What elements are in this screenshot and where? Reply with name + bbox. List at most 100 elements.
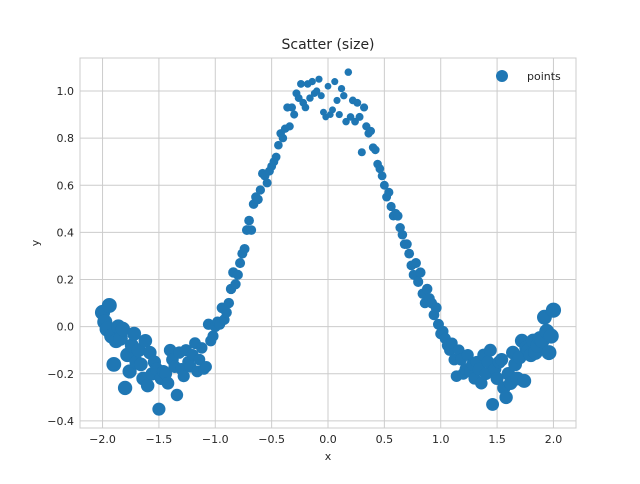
data-point: [127, 326, 142, 341]
data-point: [324, 82, 332, 90]
data-point: [207, 330, 219, 342]
data-point: [170, 388, 184, 402]
data-point: [101, 297, 117, 313]
y-tick-label: −0.2: [47, 368, 74, 381]
data-point: [317, 92, 325, 100]
x-tick-label: 0.0: [319, 433, 337, 446]
data-point: [371, 145, 380, 155]
data-point: [221, 307, 232, 318]
data-point: [333, 96, 341, 104]
data-point: [486, 397, 500, 411]
data-point: [475, 376, 488, 390]
data-point: [230, 279, 241, 290]
data-point: [384, 187, 394, 197]
data-point: [278, 133, 288, 143]
data-point: [344, 68, 353, 76]
data-point: [360, 103, 369, 112]
y-axis-label: y: [29, 239, 42, 246]
data-point: [193, 353, 206, 366]
x-tick-label: −1.0: [202, 433, 229, 446]
data-point: [223, 297, 235, 309]
data-point: [375, 164, 385, 174]
data-point: [335, 110, 343, 119]
data-point: [246, 225, 257, 235]
data-point: [177, 370, 190, 383]
data-point: [117, 380, 133, 396]
data-point: [545, 302, 562, 318]
data-point: [461, 348, 474, 361]
data-point: [342, 117, 350, 126]
data-point: [357, 148, 366, 157]
data-point: [200, 361, 212, 373]
legend: points: [496, 70, 561, 83]
data-point: [195, 342, 208, 354]
data-point: [315, 75, 323, 83]
data-point: [490, 371, 504, 386]
data-point: [340, 92, 348, 100]
data-point: [262, 178, 272, 188]
y-tick-label: 0.4: [57, 226, 75, 239]
y-tick-label: 0.2: [57, 274, 75, 287]
y-tick-label: 0.8: [57, 132, 75, 145]
x-axis-label: x: [325, 450, 332, 463]
data-point: [410, 257, 421, 269]
data-point: [413, 276, 424, 287]
data-point: [397, 229, 408, 240]
data-point: [415, 267, 426, 278]
legend-marker: [496, 70, 508, 82]
data-point: [379, 180, 389, 190]
data-point: [239, 243, 250, 254]
data-point: [131, 343, 146, 358]
chart-title: Scatter (size): [281, 37, 374, 53]
data-point: [483, 343, 497, 357]
data-point: [430, 302, 442, 314]
data-point: [285, 122, 294, 131]
legend-label: points: [527, 70, 561, 83]
data-point: [287, 103, 296, 112]
data-point: [452, 344, 465, 357]
data-point: [421, 283, 433, 295]
data-point: [313, 87, 321, 95]
plot-frame: [79, 57, 577, 429]
data-point: [386, 201, 396, 212]
y-tick-label: 0.0: [57, 321, 75, 334]
data-point: [366, 126, 376, 136]
data-point: [152, 402, 166, 416]
data-point: [517, 373, 532, 388]
data-point: [377, 171, 387, 181]
data-point: [138, 334, 153, 348]
x-tick-label: −0.5: [258, 433, 285, 446]
data-point: [499, 390, 513, 405]
data-point: [329, 106, 336, 114]
data-point: [306, 94, 314, 102]
data-point: [161, 376, 175, 390]
data-point: [133, 357, 148, 372]
data-point: [308, 77, 316, 86]
data-point: [393, 211, 403, 221]
data-point: [106, 356, 122, 372]
data-point: [115, 321, 131, 337]
data-point: [301, 103, 310, 112]
data-point: [235, 257, 246, 269]
data-point: [404, 248, 415, 259]
data-point: [355, 112, 364, 121]
data-point: [232, 269, 243, 280]
data-point: [244, 215, 254, 226]
x-tick-label: 2.0: [545, 433, 563, 446]
data-point: [353, 98, 362, 107]
data-point: [543, 328, 559, 344]
data-point: [541, 345, 557, 361]
data-point: [402, 239, 412, 250]
x-tick-label: 1.0: [432, 433, 450, 446]
data-point: [140, 378, 155, 393]
x-tick-label: 1.5: [488, 433, 506, 446]
x-tick-label: −1.5: [146, 433, 173, 446]
data-point: [290, 110, 299, 119]
data-point: [337, 84, 346, 93]
data-point: [494, 353, 509, 367]
x-tick-label: −2.0: [89, 433, 116, 446]
y-tick-label: 0.6: [57, 179, 75, 192]
x-tick-label: 0.5: [376, 433, 394, 446]
